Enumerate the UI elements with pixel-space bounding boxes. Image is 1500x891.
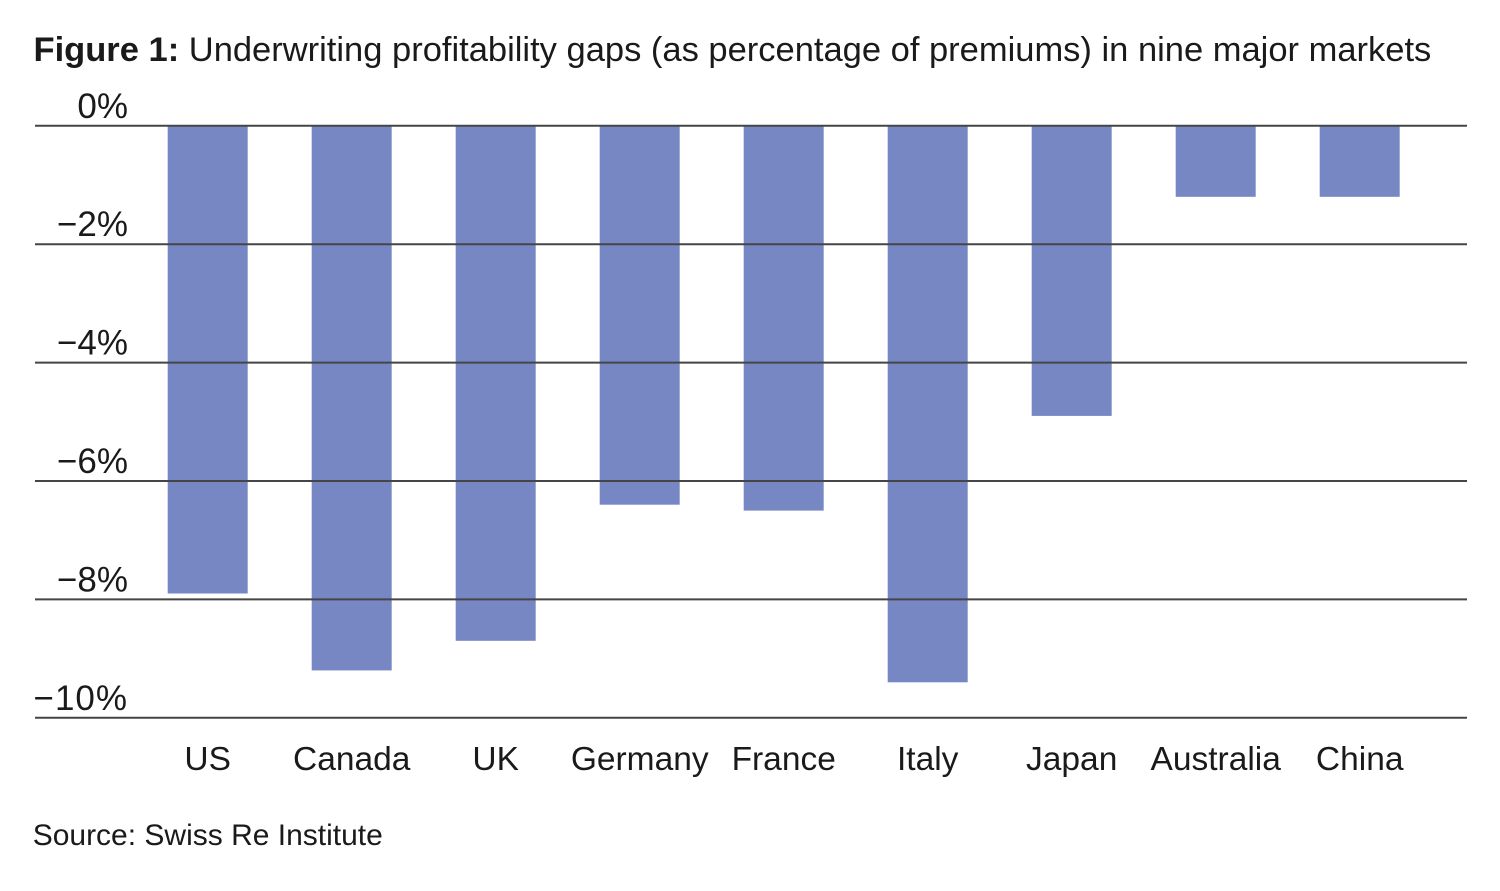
svg-text:UK: UK [472, 741, 519, 778]
svg-text:−10%: −10% [34, 679, 129, 718]
svg-text:Canada: Canada [293, 741, 411, 778]
svg-text:−6%: −6% [57, 442, 128, 481]
svg-text:Source: Swiss Re Institute: Source: Swiss Re Institute [33, 819, 383, 852]
svg-text:France: France [732, 741, 836, 778]
svg-text:Italy: Italy [897, 741, 959, 778]
svg-text:Germany: Germany [571, 741, 709, 778]
svg-text:US: US [184, 741, 231, 778]
svg-text:0%: 0% [77, 87, 128, 126]
svg-text:China: China [1316, 741, 1404, 778]
svg-text:−2%: −2% [57, 205, 128, 244]
svg-text:Figure 1: Underwriting profita: Figure 1: Underwriting profitability gap… [34, 31, 1432, 69]
svg-text:−4%: −4% [57, 324, 128, 363]
svg-text:Japan: Japan [1026, 741, 1117, 778]
svg-text:−8%: −8% [57, 560, 128, 599]
svg-text:Australia: Australia [1151, 741, 1282, 778]
